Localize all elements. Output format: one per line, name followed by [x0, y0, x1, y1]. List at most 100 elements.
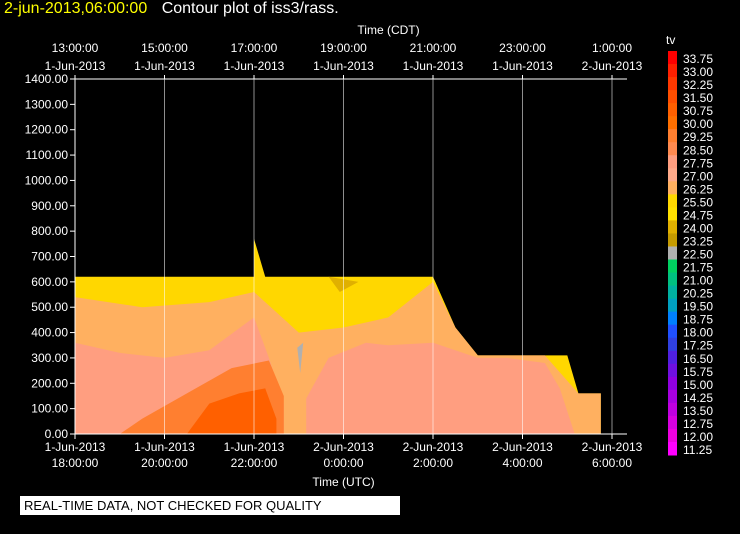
x-tick-label-bottom-date: 2-Jun-2013	[582, 440, 643, 454]
colorbar-level-label: 15.75	[683, 365, 713, 379]
x-tick-label-top-time: 23:00:00	[499, 41, 546, 55]
x-tick-label-bottom-time: 22:00:00	[231, 456, 278, 470]
colorbar-swatch	[668, 116, 677, 130]
colorbar-swatch	[668, 311, 677, 326]
x-tick-label-bottom-date: 2-Jun-2013	[492, 440, 553, 454]
x-tick-label-top-date: 2-Jun-2013	[582, 59, 643, 73]
x-tick-label-top-time: 13:00:00	[52, 41, 99, 55]
colorbar-swatch	[668, 389, 677, 404]
x-tick-label-bottom-date: 2-Jun-2013	[403, 440, 464, 454]
contour-region-grey-streak	[297, 342, 304, 374]
colorbar-level-label: 25.50	[683, 195, 713, 209]
x-tick-label-top-date: 1-Jun-2013	[313, 59, 374, 73]
x-tick-label-bottom-time: 0:00:00	[323, 456, 363, 470]
y-tick-label: 500.00	[31, 300, 68, 314]
colorbar-level-label: 24.75	[683, 208, 713, 222]
contour-region-pink-zone-east	[306, 342, 575, 434]
x-tick-label-top-date: 1-Jun-2013	[45, 59, 106, 73]
colorbar-level-label: 19.50	[683, 300, 713, 314]
colorbar-level-label: 28.50	[683, 143, 713, 157]
colorbar-swatch	[668, 142, 677, 156]
y-tick-label: 1400.00	[25, 72, 69, 86]
x-tick-label-bottom-time: 4:00:00	[502, 456, 542, 470]
y-tick-label: 1300.00	[25, 97, 69, 111]
x-tick-label-top-time: 1:00:00	[592, 41, 632, 55]
colorbar-level-label: 12.00	[683, 430, 713, 444]
x-axis-label-top: Time (CDT)	[357, 23, 419, 37]
colorbar-level-label: 29.25	[683, 130, 713, 144]
colorbar-level-label: 33.75	[683, 52, 713, 66]
colorbar-level-label: 30.00	[683, 117, 713, 131]
colorbar-swatch	[668, 415, 677, 430]
colorbar-swatch	[668, 168, 677, 182]
colorbar-level-label: 12.75	[683, 417, 713, 431]
colorbar-swatch	[668, 402, 677, 417]
colorbar-swatch	[668, 285, 677, 300]
y-tick-label: 400.00	[31, 326, 68, 340]
colorbar-swatch	[668, 259, 677, 274]
colorbar: tv 33.7533.0032.2531.5030.7530.0029.2528.…	[666, 33, 713, 457]
y-tick-label: 0.00	[45, 427, 69, 441]
x-tick-label-bottom-time: 6:00:00	[592, 456, 632, 470]
colorbar-swatch	[668, 90, 677, 104]
x-tick-label-bottom-date: 1-Jun-2013	[224, 440, 285, 454]
x-axis-label-bottom: Time (UTC)	[312, 475, 374, 489]
colorbar-swatch	[668, 324, 677, 339]
colorbar-level-label: 27.75	[683, 156, 713, 170]
x-tick-label-top-date: 1-Jun-2013	[492, 59, 553, 73]
colorbar-swatch	[668, 233, 677, 247]
colorbar-level-label: 13.50	[683, 404, 713, 418]
colorbar-level-label: 14.25	[683, 391, 713, 405]
y-tick-label: 800.00	[31, 224, 68, 238]
y-tick-label: 1000.00	[25, 173, 69, 187]
timestamp: 2-jun-2013,06:00:00	[4, 0, 148, 17]
colorbar-level-label: 21.75	[683, 261, 713, 275]
y-tick-label: 700.00	[31, 250, 68, 264]
colorbar-level-label: 22.50	[683, 248, 713, 262]
colorbar-swatch	[668, 220, 677, 234]
x-tick-label-top-date: 1-Jun-2013	[403, 59, 464, 73]
colorbar-level-label: 18.00	[683, 326, 713, 340]
y-tick-label: 200.00	[31, 376, 68, 390]
colorbar-swatch	[668, 181, 677, 195]
colorbar-swatch	[668, 441, 677, 456]
colorbar-swatch	[668, 376, 677, 391]
y-tick-label: 1200.00	[25, 123, 69, 137]
colorbar-level-label: 21.00	[683, 274, 713, 288]
colorbar-swatch	[668, 77, 677, 91]
colorbar-swatch	[668, 337, 677, 352]
y-tick-label: 600.00	[31, 275, 68, 289]
colorbar-swatch	[668, 129, 677, 143]
axes: 0.00 100.00 200.00 300.00 400.00 500.00 600.00…	[25, 23, 643, 489]
colorbar-level-label: 18.75	[683, 313, 713, 327]
colorbar-swatch	[668, 350, 677, 365]
x-tick-label-top-date: 1-Jun-2013	[224, 59, 285, 73]
y-tick-label: 300.00	[31, 351, 68, 365]
colorbar-swatch	[668, 103, 677, 117]
colorbar-level-label: 17.25	[683, 339, 713, 353]
colorbar-swatch	[668, 246, 677, 261]
x-tick-label-top-time: 19:00:00	[320, 41, 367, 55]
colorbar-swatch	[668, 51, 677, 65]
colorbar-swatch	[668, 155, 677, 169]
y-tick-label: 900.00	[31, 199, 68, 213]
colorbar-level-label: 11.25	[683, 443, 712, 457]
colorbar-level-label: 26.25	[683, 182, 713, 196]
x-tick-label-top-time: 15:00:00	[141, 41, 188, 55]
x-tick-label-bottom-time: 20:00:00	[141, 456, 188, 470]
colorbar-level-label: 24.00	[683, 221, 713, 235]
chart-title: 2-jun-2013,06:00:00 Contour plot of iss3…	[4, 0, 339, 18]
colorbar-label: tv	[666, 33, 675, 47]
colorbar-level-label: 27.00	[683, 169, 713, 183]
x-tick-label-top-time: 17:00:00	[231, 41, 278, 55]
colorbar-level-label: 20.25	[683, 287, 713, 301]
colorbar-swatch	[668, 194, 677, 208]
colorbar-swatch	[668, 64, 677, 78]
colorbar-swatch	[668, 207, 677, 221]
x-tick-label-bottom-date: 1-Jun-2013	[45, 440, 106, 454]
colorbar-swatch	[668, 272, 677, 287]
colorbar-level-label: 33.00	[683, 65, 713, 79]
quality-notice: REAL-TIME DATA, NOT CHECKED FOR QUALITY	[20, 496, 400, 515]
title-text: Contour plot of iss3/rass.	[161, 0, 339, 17]
